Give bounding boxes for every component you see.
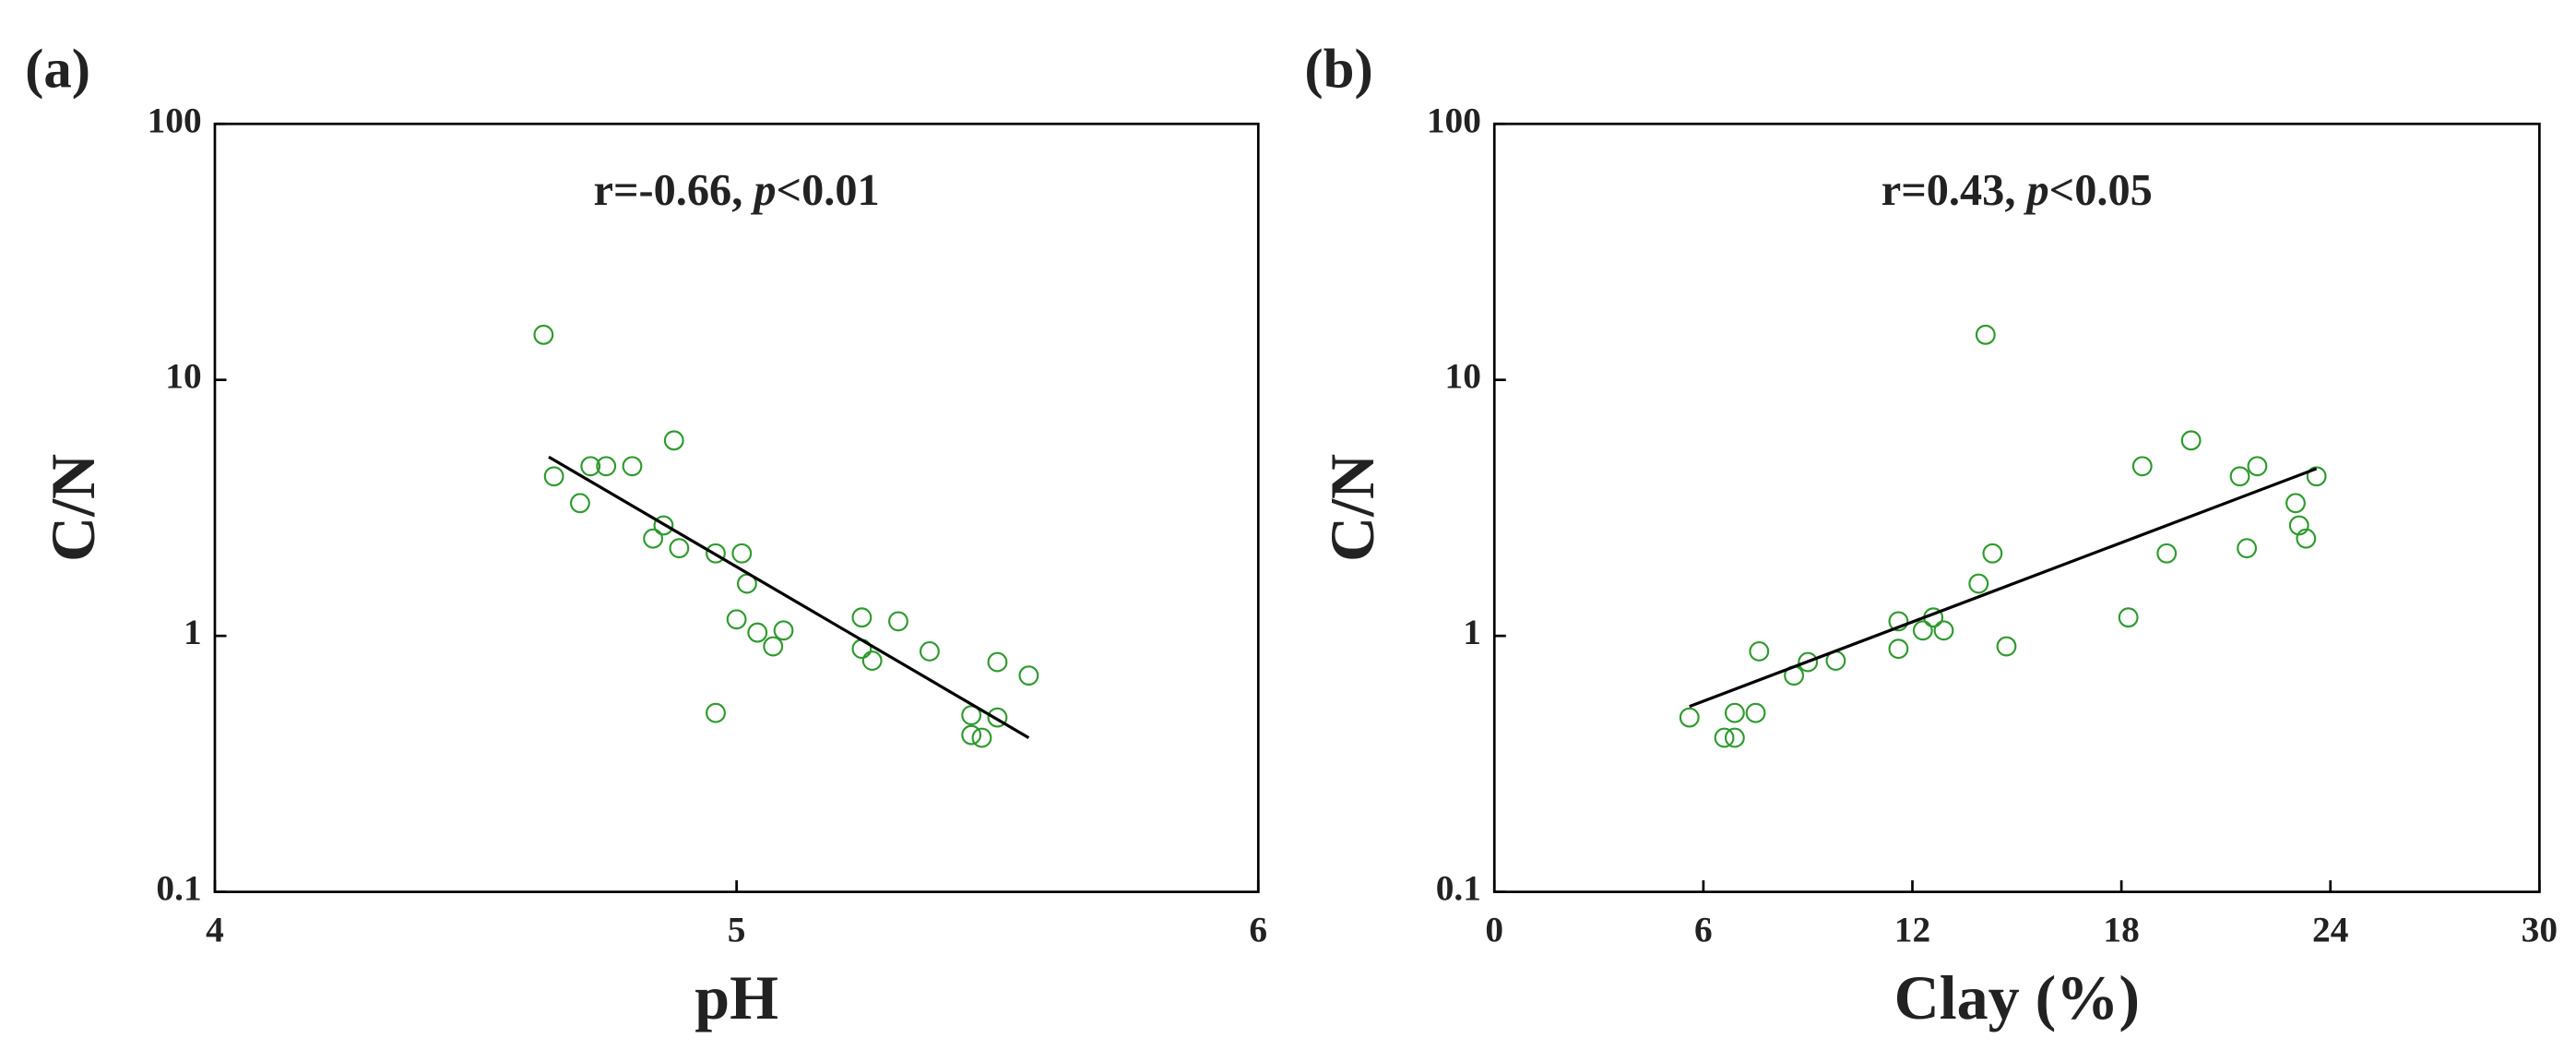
- data-point: [2296, 528, 2317, 549]
- data-point: [1933, 620, 1954, 641]
- x-axis-label: pH: [694, 962, 778, 1032]
- data-point: [1888, 638, 1909, 660]
- data-point: [669, 538, 690, 559]
- annotation-p: p: [2024, 166, 2049, 215]
- data-point: [1018, 665, 1039, 686]
- data-point: [2180, 430, 2202, 451]
- y-tick-label: 1: [1463, 612, 1481, 652]
- annotation: r=0.43, p<0.05: [1882, 166, 2153, 215]
- panel: 4 5 6 0.1 1 10 100 pH C/N (a) r=-0.66, p<0.01: [25, 39, 1267, 1032]
- panel-label: (a): [25, 39, 90, 101]
- y-tick-label: 0.1: [156, 868, 201, 909]
- data-point: [851, 607, 873, 628]
- data-point: [1982, 543, 2003, 564]
- data-point: [971, 727, 992, 748]
- data-point: [580, 456, 601, 477]
- data-point: [961, 724, 982, 746]
- x-tick-label: 4: [206, 909, 224, 949]
- data-point: [726, 609, 747, 630]
- data-point: [1749, 641, 1770, 662]
- y-axis-label: C/N: [38, 454, 108, 562]
- y-tick-label: 1: [184, 612, 202, 652]
- plot-frame: [213, 122, 1260, 893]
- data-point: [653, 515, 674, 536]
- data-point: [1679, 707, 1700, 728]
- data-point: [919, 641, 940, 662]
- data-point: [1724, 702, 1745, 723]
- x-tick-label: 18: [2103, 909, 2139, 949]
- data-point: [2285, 493, 2306, 514]
- data-point: [1888, 611, 1909, 632]
- data-point: [2118, 607, 2139, 628]
- fit-line: [1689, 467, 2318, 709]
- data-point: [1975, 324, 1996, 345]
- data-point: [2306, 466, 2327, 487]
- x-tick-label: 30: [2522, 909, 2558, 949]
- data-point: [706, 543, 726, 564]
- x-tick-label: 12: [1894, 909, 1930, 949]
- y-tick-label: 10: [165, 356, 201, 397]
- y-tick-label: 100: [148, 100, 202, 140]
- x-tick-label: 24: [2312, 909, 2348, 949]
- y-tick-label: 100: [1427, 100, 1481, 140]
- data-point: [596, 456, 617, 477]
- data-point: [2237, 538, 2258, 559]
- data-point: [543, 466, 564, 487]
- x-tick-label: 6: [1249, 909, 1267, 949]
- data-point: [888, 611, 908, 632]
- x-tick-label: 5: [728, 909, 746, 949]
- data-point: [706, 702, 726, 723]
- data-point: [2131, 456, 2153, 477]
- data-point: [1912, 620, 1933, 641]
- data-point: [1724, 727, 1745, 748]
- annotation-rest: <0.01: [777, 166, 880, 215]
- data-point: [961, 705, 982, 726]
- data-point: [643, 528, 664, 549]
- y-tick-label: 10: [1445, 356, 1481, 397]
- data-point: [1968, 573, 1989, 594]
- data-point: [773, 620, 794, 641]
- data-point: [533, 324, 554, 345]
- panel-label: (b): [1304, 39, 1372, 101]
- y-axis-label: C/N: [1317, 454, 1387, 562]
- data-point: [763, 636, 784, 657]
- fit-line: [548, 455, 1030, 739]
- data-point: [2229, 466, 2250, 487]
- x-tick-label: 0: [1485, 909, 1503, 949]
- annotation-r: r=0.43,: [1882, 166, 2027, 215]
- data-point: [861, 650, 883, 671]
- data-point: [1745, 702, 1766, 723]
- data-point: [622, 456, 643, 477]
- data-point: [2288, 515, 2309, 536]
- data-point: [1798, 651, 1819, 673]
- annotation-rest: <0.05: [2049, 166, 2153, 215]
- annotation-r: r=-0.66,: [594, 166, 754, 215]
- data-point: [1996, 636, 2017, 657]
- data-point: [663, 430, 684, 451]
- annotation-p: p: [750, 166, 776, 215]
- data-point: [987, 707, 1008, 728]
- panel: 0 6 12 18 24 30 0.1 1 10 100 Clay (%) C/N (b) r=0.43,…: [1304, 39, 2558, 1032]
- annotation: r=-0.66, p<0.01: [594, 166, 880, 215]
- plot-frame: [1492, 122, 2541, 893]
- data-point: [2156, 543, 2178, 564]
- data-point: [987, 651, 1008, 673]
- data-point: [570, 493, 590, 514]
- data-point: [2247, 456, 2268, 477]
- data-point: [731, 543, 753, 564]
- data-point: [747, 622, 768, 643]
- y-tick-label: 0.1: [1436, 868, 1481, 909]
- x-axis-label: Clay (%): [1894, 962, 2140, 1032]
- data-point: [1714, 727, 1735, 748]
- x-tick-label: 6: [1694, 909, 1713, 949]
